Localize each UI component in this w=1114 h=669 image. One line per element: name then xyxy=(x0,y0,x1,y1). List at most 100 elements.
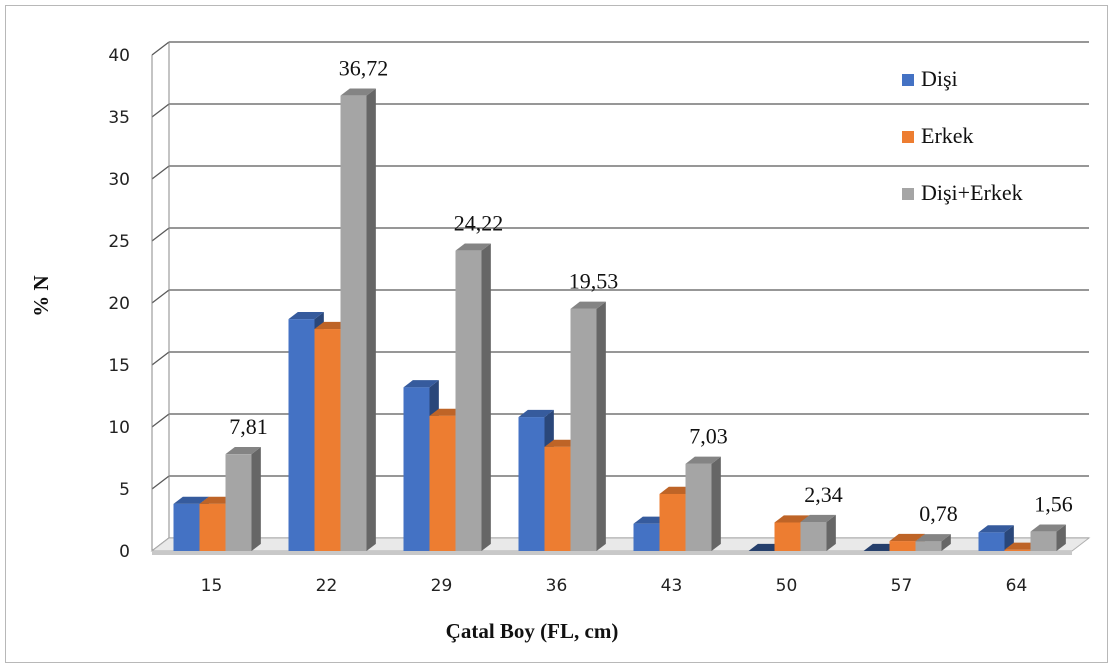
bar-front xyxy=(199,503,226,551)
bar-front xyxy=(314,329,341,551)
data-label: 19,53 xyxy=(569,269,619,294)
gridline-depth xyxy=(151,475,170,490)
bar-side xyxy=(251,447,261,551)
bar-front xyxy=(915,541,942,551)
gridline-depth xyxy=(151,289,170,304)
bar-top xyxy=(403,380,439,388)
floor-edge xyxy=(152,551,1072,555)
legend-label: Dişi xyxy=(921,66,958,91)
bar-top xyxy=(173,496,209,504)
x-tick-label: 29 xyxy=(431,576,453,596)
legend-item: Erkek xyxy=(902,123,974,148)
bar-front xyxy=(173,503,200,551)
bar-top xyxy=(978,525,1014,533)
bar-front xyxy=(455,250,482,551)
y-tick-label: 30 xyxy=(108,170,130,190)
data-label: 7,03 xyxy=(689,424,728,449)
bar-Dişi+Erkek-15 xyxy=(225,447,261,551)
x-tick-label: 15 xyxy=(201,576,223,596)
bar-top xyxy=(800,514,836,522)
bar-front xyxy=(340,95,367,551)
y-tick-label: 35 xyxy=(108,108,130,128)
bar-Dişi+Erkek-50 xyxy=(800,514,836,551)
bar-front xyxy=(518,417,545,551)
bar-Dişi+Erkek-57 xyxy=(915,534,951,551)
bar-top xyxy=(340,88,376,96)
data-label: 7,81 xyxy=(229,414,268,439)
bar-front xyxy=(889,541,916,551)
x-tick-label: 22 xyxy=(316,576,338,596)
gridline-depth xyxy=(151,41,170,56)
legend-item: Dişi xyxy=(902,66,958,91)
y-axis-title: % N xyxy=(29,275,53,316)
bar-top xyxy=(455,243,491,251)
bar-Dişi+Erkek-64 xyxy=(1030,524,1066,551)
bar-front xyxy=(544,446,571,551)
bar-top xyxy=(518,409,554,418)
bar-front xyxy=(978,532,1005,551)
data-label: 24,22 xyxy=(454,211,504,236)
bar-front xyxy=(1030,531,1057,551)
bar-top xyxy=(774,515,810,523)
data-labels: 7,81 36,72 24,22 19,53 7,03 2,34 0,78 1,56 xyxy=(229,56,1073,527)
x-axis-ticks: 15 22 29 36 43 50 57 64 xyxy=(201,576,1028,596)
bar-front xyxy=(800,521,827,551)
bar-Dişi+Erkek-36 xyxy=(570,301,606,551)
bar-front xyxy=(225,454,252,551)
bars xyxy=(173,88,1066,551)
data-label: 1,56 xyxy=(1034,492,1073,517)
bar-top xyxy=(889,533,925,542)
bar-top xyxy=(915,534,951,542)
bar-front xyxy=(774,522,801,551)
y-tick-label: 20 xyxy=(108,294,130,314)
gridline-depth xyxy=(151,227,170,242)
bar-front xyxy=(633,523,660,551)
legend-swatch xyxy=(902,188,914,200)
bar-top xyxy=(225,447,261,455)
x-tick-label: 64 xyxy=(1006,576,1028,596)
gridline-depth xyxy=(151,413,170,428)
legend-item: Dişi+Erkek xyxy=(902,180,1023,205)
bar-side xyxy=(366,88,376,551)
bar-front xyxy=(429,415,456,551)
x-tick-label: 36 xyxy=(546,576,568,596)
x-tick-label: 50 xyxy=(776,576,798,596)
gridline-depth xyxy=(151,103,170,118)
legend: Dişi Erkek Dişi+Erkek xyxy=(902,66,1023,205)
x-tick-label: 43 xyxy=(661,576,683,596)
bar-top xyxy=(1030,524,1066,532)
y-tick-label: 5 xyxy=(119,480,130,500)
y-tick-label: 10 xyxy=(108,418,130,438)
y-tick-label: 25 xyxy=(108,232,130,252)
bar-Dişi+Erkek-43 xyxy=(685,456,721,551)
bar-front xyxy=(288,319,315,551)
legend-label: Erkek xyxy=(921,123,974,148)
legend-swatch xyxy=(902,131,914,143)
data-label: 2,34 xyxy=(804,482,843,507)
bar-Dişi+Erkek-22 xyxy=(340,88,376,551)
x-axis-title: Çatal Boy (FL, cm) xyxy=(446,619,619,643)
y-axis-ticks: 0 5 10 15 20 25 30 35 40 xyxy=(108,46,130,562)
y-tick-label: 15 xyxy=(108,356,130,376)
gridline-depth xyxy=(151,351,170,366)
bar-Dişi+Erkek-29 xyxy=(455,243,491,551)
data-label: 0,78 xyxy=(919,501,958,526)
bar-front xyxy=(685,463,712,551)
bar-Dişi-64 xyxy=(978,525,1014,551)
bar-side xyxy=(1056,524,1066,551)
gridline-depth xyxy=(151,165,170,180)
bar-side xyxy=(596,301,606,551)
legend-label: Dişi+Erkek xyxy=(921,180,1023,205)
bar-side xyxy=(481,243,491,551)
y-tick-label: 40 xyxy=(108,46,130,66)
bar-side xyxy=(941,534,951,551)
bar-front xyxy=(659,493,686,551)
legend-swatch xyxy=(902,74,914,86)
bar-front xyxy=(403,387,430,551)
data-label: 36,72 xyxy=(339,56,389,81)
bar-side xyxy=(711,456,721,551)
x-tick-label: 57 xyxy=(891,576,913,596)
bar-top xyxy=(288,311,324,320)
bar-front xyxy=(570,308,597,551)
